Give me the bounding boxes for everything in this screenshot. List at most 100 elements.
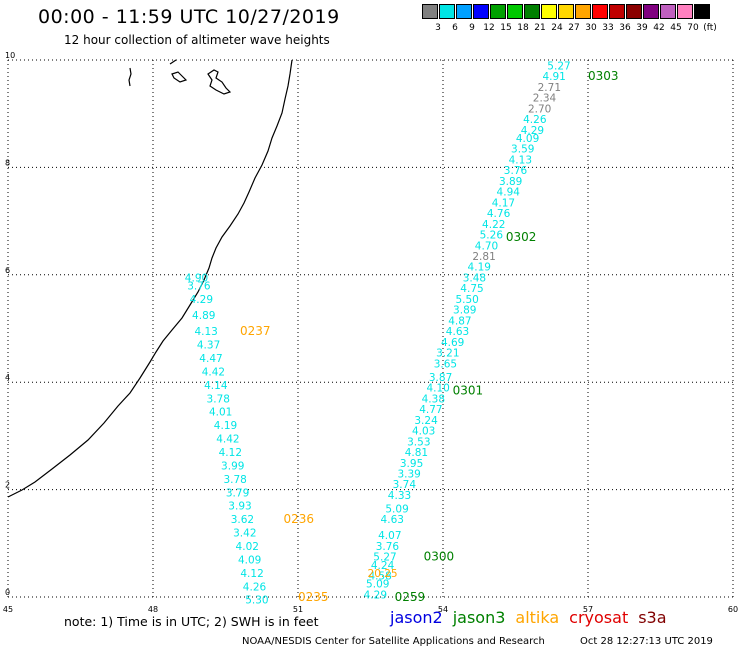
scale-label: 3 — [435, 23, 441, 33]
wave-height-value: 5.30 — [245, 595, 268, 607]
scale-swatch — [626, 4, 642, 19]
wave-height-value: 4.33 — [388, 490, 411, 502]
wave-height-value: 4.02 — [236, 541, 259, 553]
legend-item-cryosat: cryosat — [569, 608, 629, 627]
y-tick-label: 4 — [5, 373, 10, 382]
wave-height-value: 3.39 — [397, 468, 420, 480]
timestamp-text: Oct 28 12:27:13 UTC 2019 — [580, 636, 713, 647]
note-text: note: 1) Time is in UTC; 2) SWH is in fe… — [64, 614, 319, 629]
scale-label: 42 — [653, 23, 665, 33]
scale-label: 6 — [452, 23, 458, 33]
scale-swatch — [660, 4, 676, 19]
axis-ticks: 45 48 51 54 57 60 0 2 4 6 8 10 — [3, 51, 738, 614]
wave-height-value: 4.76 — [487, 208, 511, 220]
wave-height-value: 4.81 — [405, 447, 428, 459]
wave-height-value: 4.13 — [509, 154, 532, 166]
wave-height-value: 4.77 — [419, 404, 442, 416]
wave-height-value: 5.09 — [366, 579, 389, 591]
wave-height-value: 4.94 — [497, 187, 521, 199]
scale-label: 36 — [619, 23, 631, 33]
wave-height-value: 3.65 — [434, 358, 457, 370]
wave-height-value: 4.42 — [202, 366, 225, 378]
x-tick-label: 51 — [293, 605, 303, 614]
scale-label: 70 — [687, 23, 699, 33]
scale-swatch — [677, 4, 693, 19]
wave-height-value: 3.59 — [511, 144, 534, 156]
wave-height-value: 5.09 — [385, 503, 408, 515]
pass-time-labels: 0303 0302 0301 0300 0259 0237 0236 0235 — [240, 69, 619, 604]
wave-height-value: 4.42 — [216, 434, 239, 446]
pass-time-label: 0235 — [298, 590, 329, 604]
wave-height-value: 4.01 — [209, 407, 232, 419]
wave-height-value: 4.12 — [240, 568, 263, 580]
wave-height-value: 3.78 — [207, 393, 230, 405]
wave-height-value: 4.70 — [475, 240, 498, 252]
wave-height-value: 3.87 — [429, 372, 452, 384]
wave-height-value: 4.38 — [422, 393, 445, 405]
y-tick-label: 8 — [5, 158, 10, 167]
scale-label: 9 — [469, 23, 475, 33]
legend-item-s3a: s3a — [638, 608, 667, 627]
scale-swatch — [422, 4, 438, 19]
map-title: 00:00 - 11:59 UTC 10/27/2019 — [38, 6, 340, 28]
satellite-legend: jason2 jason3 altika cryosat s3a — [390, 608, 677, 627]
wave-height-value: 4.29 — [190, 294, 213, 306]
pass-time-label: 0236 — [284, 512, 315, 526]
y-tick-label: 6 — [5, 266, 10, 275]
wave-height-value: 5.27 — [547, 60, 570, 72]
scale-swatch — [439, 4, 455, 19]
wave-height-value: 4.90 — [185, 272, 208, 284]
wave-height-value: 3.99 — [221, 460, 244, 472]
wave-height-value: 3.76 — [504, 165, 528, 177]
y-tick-label: 0 — [5, 588, 10, 597]
wave-height-value: 4.63 — [381, 514, 404, 526]
scale-swatch — [592, 4, 608, 19]
wave-height-value: 3.53 — [407, 436, 430, 448]
wave-height-value: 4.89 — [192, 310, 215, 322]
scale-swatch — [558, 4, 574, 19]
island-2 — [169, 59, 188, 83]
wave-height-value: 2.71 — [538, 82, 561, 94]
wave-height-value: 4.13 — [194, 326, 217, 338]
wave-height-value: 3.76 — [376, 541, 400, 553]
wave-height-value: 4.63 — [446, 326, 469, 338]
scale-swatch — [456, 4, 472, 19]
legend-item-altika: altika — [515, 608, 560, 627]
coastline — [7, 59, 293, 498]
wave-height-value: 4.03 — [412, 426, 435, 438]
scale-label: 18 — [517, 23, 529, 33]
wave-height-value: 3.74 — [393, 479, 417, 491]
map-subtitle: 12 hour collection of altimeter wave hei… — [64, 33, 330, 47]
wave-height-value: 4.47 — [199, 353, 222, 365]
scale-swatch — [507, 4, 523, 19]
x-tick-label: 60 — [728, 605, 738, 614]
grid-lines — [7, 59, 734, 598]
credit-text: NOAA/NESDIS Center for Satellite Applica… — [242, 636, 545, 647]
pass-time-label: 0300 — [424, 550, 455, 564]
wave-height-value: 3.42 — [233, 528, 256, 540]
wave-height-value: 4.19 — [468, 262, 491, 274]
island-3 — [207, 69, 232, 95]
x-tick-label: 45 — [3, 605, 13, 614]
wave-height-value: 4.29 — [521, 125, 544, 137]
pass-time-label: 0303 — [588, 69, 619, 83]
scale-label: 21 — [534, 23, 546, 33]
scale-swatch — [541, 4, 557, 19]
scale-label: 24 — [551, 23, 563, 33]
wave-height-value: 3.78 — [223, 474, 246, 486]
wave-height-value: 3.95 — [400, 458, 423, 470]
wave-height-value: 4.26 — [243, 581, 267, 593]
wave-height-value: 4.14 — [204, 380, 228, 392]
scale-label: 39 — [636, 23, 648, 33]
scale-swatch — [490, 4, 506, 19]
wave-height-value: 3.21 — [436, 348, 459, 360]
scale-label: 27 — [568, 23, 580, 33]
wave-height-value: 4.22 — [482, 219, 505, 231]
scale-swatch — [643, 4, 659, 19]
pass-time-label: 0259 — [395, 590, 426, 604]
wave-height-value: 3.48 — [463, 272, 486, 284]
wave-height-value: 3.24 — [414, 415, 438, 427]
legend-item-jason3: jason3 — [452, 608, 506, 627]
wave-height-value: 2.81 — [472, 251, 495, 263]
